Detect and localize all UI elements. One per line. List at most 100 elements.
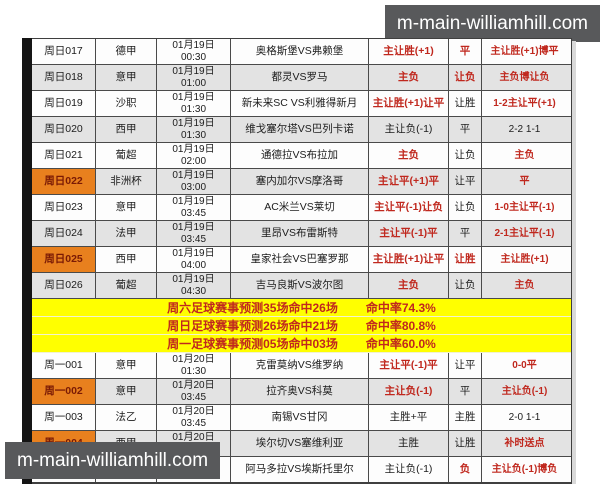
prediction-handicap-cell: 让负 <box>449 143 482 168</box>
teams-cell: 塞内加尔VS摩洛哥 <box>231 169 369 194</box>
banner-hit-rate: 命中率74.3% <box>365 301 436 315</box>
teams-cell: 拉齐奥VS科莫 <box>231 379 369 404</box>
prediction-detail-cell: 主让胜(+1)博平 <box>490 45 559 57</box>
table-left-bar <box>22 38 32 484</box>
prediction-detail-cell: 2-2 1-1 <box>508 123 541 135</box>
table-row: 周日024 法甲 01月19日 03:45 里昂VS布雷斯特 主让平(-1)平平 2-1主让… <box>32 221 571 247</box>
match-id-cell: 周日020 <box>32 117 96 142</box>
table-row: 周日022 非洲杯 01月19日 03:00 塞内加尔VS摩洛哥 主让平(+1)平 让平平 <box>32 169 571 195</box>
watermark-bottom: m-main-williamhill.com <box>5 442 221 479</box>
table-row: 周日018 意甲 01月19日 01:00 都灵VS罗马 主负 让负 主负博让负 <box>32 65 571 91</box>
table-row: 周日021 葡超 01月19日 02:00 通德拉VS布拉加 主负 让负 主负 <box>32 143 571 169</box>
prediction-main-cell: 主胜 <box>369 431 449 456</box>
datetime-cell: 01月20日 01:30 <box>157 353 231 378</box>
prediction-main-cell: 主让平(-1)平 <box>369 221 449 246</box>
prediction-detail-cell: 主负博让负 <box>499 71 550 83</box>
match-date: 01月20日 <box>172 406 215 417</box>
datetime-cell: 01月19日 01:30 <box>157 117 231 142</box>
datetime-cell: 01月19日 03:45 <box>157 195 231 220</box>
prediction-handicap-cell: 让胜 <box>449 247 482 272</box>
match-time: 00:30 <box>180 51 207 63</box>
banner-row: 周日足球赛事预测26场命中21场 命中率80.8% <box>32 317 571 335</box>
datetime-cell: 01月19日 00:30 <box>157 39 231 64</box>
league-cell: 意甲 <box>96 353 157 378</box>
match-id-cell: 周日021 <box>32 143 96 168</box>
match-time: 03:45 <box>180 417 207 429</box>
league-cell: 法乙 <box>96 405 157 430</box>
match-time: 02:00 <box>180 155 207 167</box>
prediction-detail-cell: 0-0平 <box>512 359 537 371</box>
match-date: 01月19日 <box>172 248 215 259</box>
banner-label: 周日足球赛事预测26场命中21场 <box>167 319 338 333</box>
prediction-detail-cell: 2-1主让平(-1) <box>494 227 555 239</box>
match-date: 01月19日 <box>172 196 215 207</box>
prediction-main-cell: 主负 <box>369 143 449 168</box>
table-row: 周日026 葡超 01月19日 04:30 吉马良斯VS波尔图 主负 让负 主负 <box>32 273 571 299</box>
prediction-detail-cell: 1-2主让平(+1) <box>493 97 556 109</box>
prediction-handicap-cell: 让平 <box>449 353 482 378</box>
prediction-detail-cell: 2-0 1-1 <box>508 411 541 423</box>
match-date: 01月19日 <box>172 118 215 129</box>
teams-cell: 新未来SC VS利雅得新月 <box>231 91 369 116</box>
datetime-cell: 01月19日 01:30 <box>157 91 231 116</box>
prediction-handicap-cell: 让负 <box>449 273 482 298</box>
league-cell: 非洲杯 <box>96 169 157 194</box>
league-cell: 德甲 <box>96 39 157 64</box>
match-id-cell: 周日019 <box>32 91 96 116</box>
prediction-handicap-cell: 让平 <box>449 169 482 194</box>
teams-cell: 里昂VS布雷斯特 <box>231 221 369 246</box>
prediction-main-cell: 主胜+平 <box>369 405 449 430</box>
watermark-top: m-main-williamhill.com <box>384 5 600 42</box>
match-time: 01:00 <box>180 77 207 89</box>
match-date: 01月20日 <box>172 380 215 391</box>
table-row: 周日017 德甲 01月19日 00:30 奥格斯堡VS弗赖堡 主让胜(+1) 平主让胜(+… <box>32 39 571 65</box>
league-cell: 西甲 <box>96 117 157 142</box>
datetime-cell: 01月19日 01:00 <box>157 65 231 90</box>
banner-row: 周一足球赛事预测05场命中03场 命中率60.0% <box>32 335 571 353</box>
match-id-cell: 周日024 <box>32 221 96 246</box>
league-cell: 法甲 <box>96 221 157 246</box>
match-time: 04:00 <box>180 259 207 271</box>
teams-cell: 维戈塞尔塔VS巴列卡诺 <box>231 117 369 142</box>
banner-hit-rate: 命中率60.0% <box>365 337 436 351</box>
table-row: 周日023 意甲 01月19日 03:45 AC米兰VS莱切 主让平(-1)让负 让负 1-0… <box>32 195 571 221</box>
datetime-cell: 01月19日 03:00 <box>157 169 231 194</box>
datetime-cell: 01月19日 02:00 <box>157 143 231 168</box>
prediction-main-cell: 主让胜(+1) <box>369 39 449 64</box>
match-time: 01:30 <box>180 103 207 115</box>
match-id-cell: 周日026 <box>32 273 96 298</box>
league-cell: 西甲 <box>96 247 157 272</box>
teams-cell: 阿马多拉VS埃斯托里尔 <box>231 457 369 482</box>
match-date: 01月19日 <box>172 274 215 285</box>
prediction-handicap-cell: 让负 <box>449 195 482 220</box>
banner-label: 周一足球赛事预测05场命中03场 <box>167 337 338 351</box>
league-cell: 意甲 <box>96 65 157 90</box>
banner-label: 周六足球赛事预测35场命中26场 <box>167 301 338 315</box>
match-id-cell: 周日018 <box>32 65 96 90</box>
match-time: 04:30 <box>180 285 207 297</box>
prediction-handicap-cell: 平 <box>449 39 482 64</box>
match-date: 01月20日 <box>172 432 215 443</box>
datetime-cell: 01月19日 04:00 <box>157 247 231 272</box>
teams-cell: AC米兰VS莱切 <box>231 195 369 220</box>
prediction-main-cell: 主让负(-1) <box>369 457 449 482</box>
match-id-cell: 周一001 <box>32 353 96 378</box>
match-date: 01月19日 <box>172 170 215 181</box>
prediction-handicap-cell: 让胜 <box>449 431 482 456</box>
datetime-cell: 01月20日 03:45 <box>157 405 231 430</box>
prediction-main-cell: 主让平(-1)让负 <box>369 195 449 220</box>
datetime-cell: 01月19日 04:30 <box>157 273 231 298</box>
teams-cell: 埃尔切VS塞维利亚 <box>231 431 369 456</box>
match-id-cell: 周日017 <box>32 39 96 64</box>
prediction-main-cell: 主让胜(+1)让平 <box>369 91 449 116</box>
teams-cell: 奥格斯堡VS弗赖堡 <box>231 39 369 64</box>
prediction-handicap-cell: 主胜 <box>449 405 482 430</box>
table-row: 周一003 法乙 01月20日 03:45 南锡VS甘冈 主胜+平 主胜 2-0 1-1 <box>32 405 571 431</box>
prediction-handicap-cell: 让负 <box>449 65 482 90</box>
predictions-table-grid: 周日017 德甲 01月19日 00:30 奥格斯堡VS弗赖堡 主让胜(+1) 平主让胜(+… <box>32 38 572 484</box>
prediction-handicap-cell: 让胜 <box>449 91 482 116</box>
match-date: 01月19日 <box>172 66 215 77</box>
table-row: 周一002 意甲 01月20日 03:45 拉齐奥VS科莫 主让负(-1) 平主让负(-1) <box>32 379 571 405</box>
banner-hit-rate: 命中率80.8% <box>365 319 436 333</box>
league-cell: 葡超 <box>96 273 157 298</box>
